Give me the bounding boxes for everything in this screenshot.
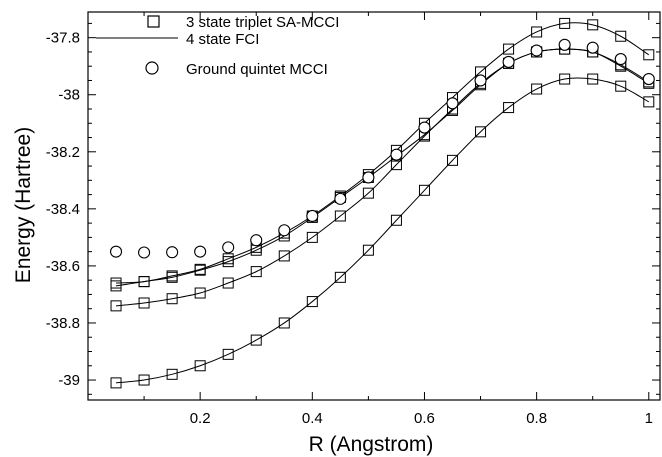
quintet-point	[278, 224, 291, 237]
fci-line-state-3	[115, 48, 650, 307]
tick-label-layer: 0.2 0.4 0.6 0.8 1 -39 -38.8 -38.6 -38.4 -38.2 -38 -…	[46, 30, 653, 427]
sa-mcci-point	[503, 102, 515, 114]
sa-mcci-point	[166, 293, 178, 305]
sa-mcci-point	[559, 17, 571, 29]
quintet-point	[194, 245, 207, 258]
sa-mcci-point	[362, 187, 374, 199]
sa-mcci-point	[222, 348, 234, 360]
quintet-point	[362, 171, 375, 184]
quintet-point	[502, 55, 515, 68]
sa-mcci-point	[138, 374, 150, 386]
x-axis-title: R (Angstrom)	[309, 433, 434, 456]
sa-mcci-point	[643, 49, 655, 61]
sa-mcci-point	[390, 214, 402, 226]
sa-mcci-point	[334, 271, 346, 283]
sa-mcci-point	[531, 83, 543, 95]
sa-mcci-point	[587, 73, 599, 85]
x-tick-label: 0.8	[526, 410, 547, 427]
sa-mcci-point	[475, 126, 487, 138]
tick-layer	[88, 12, 660, 400]
legend-label-fci: 4 state FCI	[186, 31, 259, 48]
x-tick-label: 0.4	[302, 410, 323, 427]
sa-mcci-point	[306, 231, 318, 243]
sa-mcci-point	[278, 250, 290, 262]
series-layer	[109, 17, 655, 389]
sa-mcci-point	[587, 19, 599, 31]
sa-mcci-point	[531, 26, 543, 38]
sa-mcci-point	[222, 256, 234, 268]
sa-mcci-point	[194, 360, 206, 372]
sa-mcci-point	[418, 184, 430, 196]
quintet-point	[446, 97, 459, 110]
sa-mcci-point	[559, 73, 571, 85]
sa-mcci-point	[138, 297, 150, 309]
quintet-point	[166, 246, 179, 259]
quintet-point	[586, 41, 599, 54]
y-axis-title: Energy (Hartree)	[12, 127, 35, 283]
sa-mcci-point	[110, 280, 122, 292]
legend-circle-marker	[145, 61, 159, 75]
sa-mcci-point	[250, 334, 262, 346]
sa-mcci-point	[362, 244, 374, 256]
quintet-point	[418, 121, 431, 134]
quintet-point	[109, 245, 123, 258]
quintet-point	[530, 44, 543, 57]
legend: 3 state triplet SA-MCCI 4 state FCI Grou…	[96, 14, 339, 78]
y-tick-label: -38.8	[46, 315, 80, 332]
sa-mcci-point	[194, 287, 206, 299]
plot-frame	[87, 11, 661, 401]
x-tick-label: 1	[645, 410, 653, 427]
sa-mcci-point	[334, 210, 346, 222]
quintet-point	[250, 234, 263, 247]
quintet-point	[390, 148, 403, 161]
quintet-point	[642, 72, 655, 86]
sa-mcci-point	[110, 300, 122, 312]
legend-square-marker	[147, 15, 160, 28]
sa-mcci-point	[110, 377, 122, 389]
sa-mcci-point	[278, 317, 290, 329]
y-tick-label: -38.6	[46, 258, 80, 275]
sa-mcci-point	[503, 43, 515, 55]
sa-mcci-point	[166, 271, 178, 283]
sa-mcci-point	[222, 277, 234, 289]
quintet-point	[222, 241, 235, 254]
sa-mcci-point	[447, 154, 459, 166]
quintet-point	[614, 53, 627, 66]
sa-mcci-point	[306, 296, 318, 308]
y-tick-label: -38.4	[46, 201, 80, 218]
legend-label-quintet: Ground quintet MCCI	[186, 61, 328, 78]
sa-mcci-point	[643, 96, 655, 108]
sa-mcci-point	[138, 276, 150, 288]
y-tick-label: -37.8	[46, 30, 80, 47]
x-tick-label: 0.2	[190, 410, 211, 427]
quintet-point	[306, 209, 319, 223]
quintet-point	[334, 192, 347, 205]
sa-mcci-point	[250, 266, 262, 278]
y-tick-label: -38	[58, 87, 80, 104]
y-tick-label: -38.2	[46, 144, 80, 161]
y-tick-label: -39	[58, 372, 80, 389]
sa-mcci-point	[615, 30, 627, 42]
fci-line-state-4	[115, 77, 650, 384]
quintet-point	[474, 74, 487, 87]
quintet-point	[558, 38, 571, 51]
fci-line-state-1	[116, 22, 650, 284]
sa-mcci-point	[166, 368, 178, 380]
sa-mcci-point	[615, 80, 627, 92]
quintet-point	[138, 246, 151, 259]
legend-label-sa-mcci: 3 state triplet SA-MCCI	[186, 14, 339, 31]
x-tick-label: 0.6	[414, 410, 435, 427]
sa-mcci-point	[194, 264, 206, 276]
